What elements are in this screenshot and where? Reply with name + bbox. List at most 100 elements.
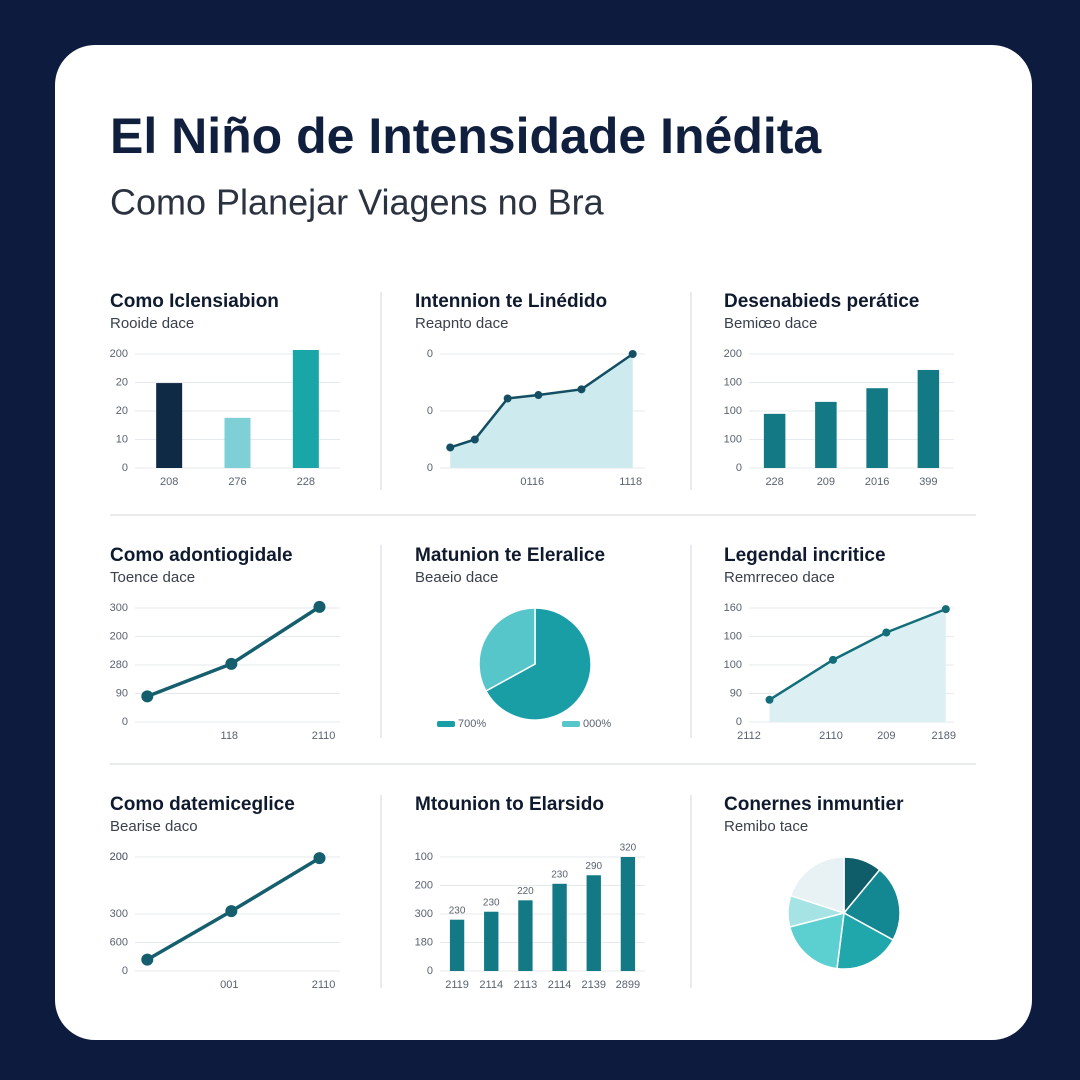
y-tick-label: 0 bbox=[427, 405, 433, 417]
y-tick-label: 100 bbox=[415, 851, 433, 863]
bar bbox=[292, 350, 319, 468]
pie-slice bbox=[478, 607, 536, 692]
point bbox=[534, 391, 543, 400]
x-tick-label: 2139 bbox=[582, 979, 606, 991]
x-tick-label: 0116 bbox=[520, 476, 544, 488]
bar bbox=[449, 919, 465, 971]
point bbox=[577, 385, 586, 394]
point bbox=[941, 605, 950, 614]
x-tick-label: 2110 bbox=[312, 730, 336, 742]
x-tick-label: 2112 bbox=[737, 730, 761, 742]
y-tick-label: 0 bbox=[427, 462, 433, 474]
chart-subtitle: Remrreceo dace bbox=[724, 569, 835, 586]
y-tick-label: 200 bbox=[110, 851, 128, 863]
y-tick-label: 20 bbox=[116, 376, 128, 388]
chart-subtitle: Bearise daco bbox=[110, 818, 198, 835]
bar bbox=[763, 413, 786, 468]
y-tick-label: 200 bbox=[110, 348, 128, 360]
y-tick-label: 200 bbox=[724, 348, 742, 360]
point bbox=[313, 600, 326, 613]
chart-title: Como datemiceglice bbox=[110, 794, 295, 815]
y-tick-label: 100 bbox=[724, 376, 742, 388]
x-tick-label: 2016 bbox=[865, 476, 889, 488]
x-tick-label: 1118 bbox=[619, 476, 642, 488]
point bbox=[446, 443, 455, 452]
point bbox=[765, 695, 774, 704]
point bbox=[470, 435, 479, 444]
y-tick-label: 600 bbox=[110, 936, 128, 948]
bar-annotation: 230 bbox=[551, 869, 568, 880]
y-tick-label: 0 bbox=[122, 462, 128, 474]
bar bbox=[156, 383, 183, 468]
x-tick-label: 118 bbox=[221, 730, 239, 742]
legend-swatch bbox=[437, 721, 455, 727]
x-tick-label: 2114 bbox=[479, 979, 503, 991]
x-tick-label: 228 bbox=[765, 476, 783, 488]
bar bbox=[518, 900, 533, 971]
x-tick-label: 208 bbox=[160, 476, 178, 488]
point bbox=[141, 690, 154, 703]
chart-title: Desenabieds perátice bbox=[724, 291, 919, 312]
chart-subtitle: Rooide dace bbox=[110, 315, 194, 332]
y-tick-label: 10 bbox=[116, 433, 128, 445]
bar bbox=[917, 369, 940, 468]
bar-annotation: 290 bbox=[585, 861, 602, 872]
bar bbox=[552, 883, 567, 971]
x-tick-label: 001 bbox=[220, 979, 238, 991]
x-tick-label: 2110 bbox=[312, 979, 336, 991]
bar bbox=[815, 401, 837, 468]
y-tick-label: 100 bbox=[724, 630, 742, 642]
y-tick-label: 90 bbox=[116, 687, 128, 699]
point bbox=[829, 655, 838, 664]
chart-subtitle: Remibo tace bbox=[724, 818, 808, 835]
card bbox=[55, 45, 1032, 1040]
point bbox=[503, 394, 512, 403]
bar bbox=[586, 875, 601, 971]
y-tick-label: 160 bbox=[724, 602, 742, 614]
area bbox=[769, 609, 946, 722]
y-tick-label: 0 bbox=[736, 716, 742, 728]
chart-subtitle: Beaeio dace bbox=[415, 569, 498, 586]
x-tick-label: 2114 bbox=[548, 979, 572, 991]
chart-title: Mtounion to Elarsido bbox=[415, 794, 604, 815]
bar-annotation: 230 bbox=[449, 905, 466, 916]
point bbox=[628, 350, 637, 358]
y-tick-label: 20 bbox=[116, 405, 128, 417]
bar bbox=[866, 388, 888, 468]
chart-title: Matunion te Eleralice bbox=[415, 545, 605, 566]
x-tick-label: 2899 bbox=[616, 979, 640, 991]
point bbox=[141, 953, 154, 966]
x-tick-label: 228 bbox=[297, 476, 315, 488]
y-tick-label: 200 bbox=[110, 851, 128, 863]
chart-title: Legendal incritice bbox=[724, 545, 886, 566]
x-tick-label: 2119 bbox=[445, 979, 469, 991]
bar-annotation: 230 bbox=[483, 897, 500, 908]
chart-title: Conernes inmuntier bbox=[724, 794, 904, 815]
page-title: El Niño de Intensidade Inédita bbox=[110, 108, 822, 164]
y-tick-label: 100 bbox=[724, 659, 742, 671]
bar-annotation: 220 bbox=[517, 886, 534, 897]
area bbox=[450, 354, 633, 468]
chart-title: Como adontiogidale bbox=[110, 545, 293, 566]
legend-label: 000% bbox=[583, 718, 611, 730]
point bbox=[882, 628, 891, 637]
y-tick-label: 0 bbox=[736, 462, 742, 474]
point bbox=[225, 905, 238, 918]
chart-subtitle: Toence dace bbox=[110, 569, 195, 586]
y-tick-label: 0 bbox=[122, 716, 128, 728]
y-tick-label: 300 bbox=[415, 908, 433, 920]
y-tick-label: 0 bbox=[122, 965, 128, 977]
x-tick-label: 399 bbox=[919, 476, 937, 488]
x-tick-label: 209 bbox=[817, 476, 835, 488]
line bbox=[768, 607, 947, 701]
y-tick-label: 100 bbox=[724, 405, 742, 417]
bar bbox=[620, 857, 636, 971]
pie-slice bbox=[789, 856, 845, 915]
bar bbox=[484, 911, 499, 971]
x-tick-label: 2110 bbox=[819, 730, 843, 742]
pie-slice bbox=[484, 607, 592, 721]
page-subtitle: Como Planejar Viagens no Bra bbox=[110, 182, 605, 223]
x-tick-label: 2189 bbox=[932, 730, 956, 742]
chart-title: Como Iclensiabion bbox=[110, 291, 279, 312]
